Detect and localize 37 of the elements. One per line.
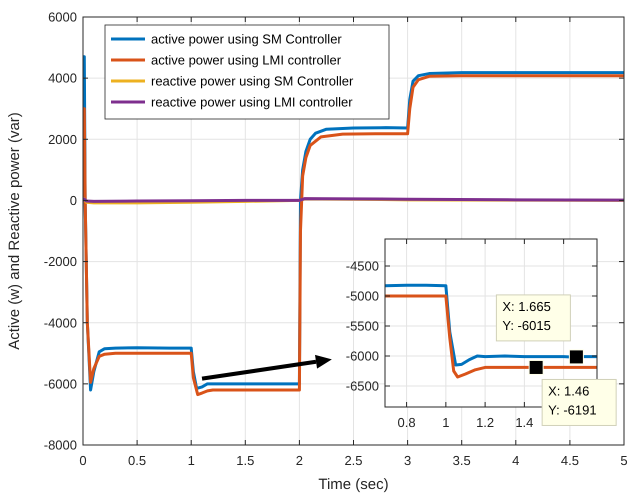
x-tick-label: 0.8 xyxy=(398,415,416,430)
x-axis-title: Time (sec) xyxy=(318,476,389,493)
x-tick-label: 0.5 xyxy=(128,453,146,468)
legend-label: reactive power using SM Controller xyxy=(151,74,354,89)
x-tick-label: 1.4 xyxy=(515,415,534,430)
x-tick-label: 1 xyxy=(442,415,450,430)
annotation: X: 1.46 Y: -6191 xyxy=(548,383,597,418)
y-tick-label: -6000 xyxy=(44,376,77,392)
y-tick-label: 2000 xyxy=(48,132,77,147)
y-tick-label: 6000 xyxy=(48,10,77,25)
y-tick-label: -5500 xyxy=(346,318,379,334)
x-tick-label: 1.2 xyxy=(476,415,494,430)
y-tick-label: -5000 xyxy=(346,288,379,304)
x-tick-label: 4 xyxy=(512,453,520,468)
annotation: X: 1.665 Y: -6015 xyxy=(502,298,551,333)
y-tick-label: -4500 xyxy=(346,258,379,274)
line-series xyxy=(385,294,597,378)
x-tick-label: 1.5 xyxy=(236,453,254,468)
y-tick-label: -2000 xyxy=(44,254,77,270)
x-tick-label: 3 xyxy=(404,453,412,468)
y-tick-label: -8000 xyxy=(44,438,77,453)
y-tick-label: 4000 xyxy=(48,70,77,86)
x-tick-label: 1 xyxy=(188,453,195,468)
y-tick-label: 0 xyxy=(70,192,77,208)
y-axis-title: Active (w) and Reactive power (var) xyxy=(6,112,23,350)
x-tick-label: 3.5 xyxy=(452,453,471,468)
x-tick-label: 0 xyxy=(79,453,87,468)
x-tick-label: 5 xyxy=(620,453,628,468)
legend-label: active power using LMI controller xyxy=(151,52,342,68)
x-tick-label: 2.5 xyxy=(344,453,363,468)
y-tick-label: -6000 xyxy=(346,348,379,364)
legend-label: reactive power using LMI controller xyxy=(151,94,354,110)
x-tick-label: 4.5 xyxy=(560,453,579,468)
x-tick-label: 2 xyxy=(296,453,304,468)
legend-label: active power using SM Controller xyxy=(151,32,342,47)
y-tick-label: -6500 xyxy=(346,378,379,394)
y-tick-label: -4000 xyxy=(44,315,77,330)
